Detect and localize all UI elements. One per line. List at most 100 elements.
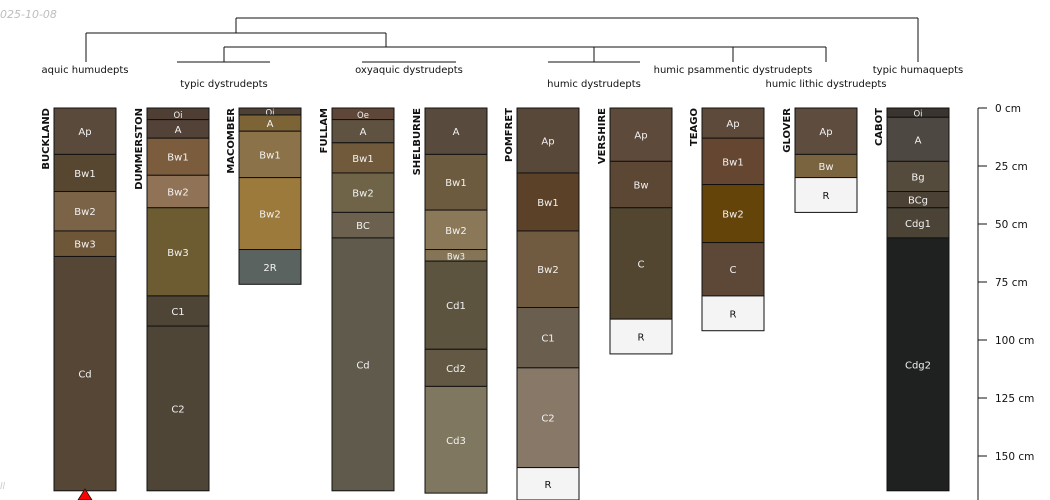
horizon-label: Bg [911, 172, 924, 183]
horizon-label: Bw2 [352, 189, 373, 200]
taxon-label: humic psammentic dystrudepts [654, 65, 813, 76]
horizon-label: Oi [173, 111, 182, 121]
horizon-bw3 [53, 230, 117, 257]
depth-tick-label: 50 cm [995, 219, 1028, 231]
horizon-label: R [545, 480, 552, 491]
profile-teago: Ap Bw1 Bw2 C R TEAGO [689, 107, 765, 332]
horizon-bw1 [238, 130, 302, 179]
horizon-cdg1 [886, 207, 950, 239]
horizon-label: Bw3 [167, 248, 188, 259]
horizon-r [516, 467, 580, 500]
horizon-ap [701, 107, 765, 139]
profile-name: CABOT [874, 108, 885, 146]
date-stamp: 025-10-08 [0, 8, 57, 21]
depth-tick-label: 25 cm [995, 161, 1028, 173]
horizon-label: Bw3 [74, 240, 95, 251]
horizon-label: Bw2 [167, 188, 188, 199]
horizon-label: Cd [356, 360, 369, 371]
horizon-label: Cd1 [446, 301, 466, 312]
depth-tick-label: 125 cm [995, 393, 1034, 405]
profile-name: BUCKLAND [41, 108, 52, 170]
horizon-c1 [146, 295, 210, 327]
horizon-r [609, 318, 673, 355]
horizon-label: R [730, 309, 737, 320]
horizon-label: Cd [78, 370, 91, 381]
horizon-label: BCg [908, 196, 928, 207]
horizon-label: Cdg1 [905, 219, 931, 230]
horizon-label: R [823, 191, 830, 202]
horizon-cd2 [424, 348, 488, 387]
horizon-label: A [267, 119, 274, 130]
profile-cabot: Oi A Bg BCg Cdg1 Cdg2 CABOT [874, 107, 950, 492]
horizon-label: A [360, 127, 367, 138]
taxon-label: typic dystrudepts [180, 79, 267, 90]
horizon-label: Cd2 [446, 364, 466, 375]
profile-name: DUMMERSTON [134, 108, 145, 190]
horizon-label: Bw1 [74, 169, 95, 180]
profile-name: POMFRET [504, 108, 515, 162]
horizon-cd [331, 237, 395, 492]
horizon-2r [238, 249, 302, 285]
horizon-label: Bw1 [722, 157, 743, 168]
corner-mark: ll [0, 482, 6, 492]
taxon-label: humic lithic dystrudepts [766, 79, 887, 90]
horizon-label: Oi [265, 108, 274, 118]
horizon-label: A [175, 125, 182, 136]
horizon-label: Bw3 [447, 252, 465, 262]
horizon-c2 [146, 325, 210, 492]
depth-tick-label: 75 cm [995, 277, 1028, 289]
horizon-label: Bw2 [445, 226, 466, 237]
horizon-label: Bw1 [259, 150, 280, 161]
horizon-a [886, 116, 950, 162]
horizon-label: C1 [171, 307, 184, 318]
horizon-label: C2 [541, 414, 554, 425]
horizon-ap [794, 107, 858, 155]
horizon-bw1 [53, 153, 117, 193]
horizon-bw [609, 160, 673, 209]
horizon-label: Bw2 [259, 210, 280, 221]
horizon-label: Ap [541, 136, 554, 147]
depth-axis: 0 cm 25 cm 50 cm 75 cm 100 cm 125 cm 150 cm [977, 103, 1034, 500]
horizon-c1 [516, 307, 580, 369]
horizon-cdg2 [886, 237, 950, 492]
horizon-bg [886, 160, 950, 193]
profile-name: SHELBURNE [412, 108, 423, 176]
horizon-label: Ap [726, 119, 739, 130]
horizon-label: Bw1 [445, 178, 466, 189]
taxon-label: aquic humudepts [41, 65, 128, 76]
horizon-label: Ap [634, 131, 647, 142]
depth-tick-label: 0 cm [995, 103, 1021, 115]
horizon-bw2 [424, 209, 488, 251]
horizon-bw1 [331, 142, 395, 174]
profile-dummerston: Oi A Bw1 Bw2 Bw3 C1 C2 DUMMERSTON [134, 107, 210, 492]
horizon-bw2 [701, 184, 765, 244]
profile-buckland: Ap Bw1 Bw2 Bw3 Cd BUCKLAND [41, 107, 117, 500]
profile-macomber: OiA Bw1 Bw2 2R MACOMBER [226, 107, 302, 285]
taxon-label: typic humaquepts [873, 65, 964, 76]
horizon-label: C1 [541, 334, 554, 345]
horizon-label: Bw1 [352, 154, 373, 165]
horizon-bw3 [146, 207, 210, 297]
taxon-label: humic dystrudepts [547, 79, 641, 90]
horizon-r [794, 177, 858, 213]
horizon-ap [516, 107, 580, 174]
horizon-ap [609, 107, 673, 162]
horizon-label: Bw2 [537, 265, 558, 276]
profile-name: GLOVER [782, 108, 793, 153]
horizon-label: C [730, 265, 737, 276]
horizon-label: Cd3 [446, 436, 466, 447]
horizon-label: Ap [819, 127, 832, 138]
horizon-cd3 [424, 385, 488, 494]
horizon-bw1 [516, 172, 580, 232]
horizon-label: Bw1 [167, 153, 188, 164]
horizon-label: Oi [913, 110, 922, 120]
profile-name: VERSHIRE [597, 108, 608, 164]
horizon-r [701, 295, 765, 332]
profile-pomfret: Ap Bw1 Bw2 C1 C2 R POMFRET [504, 107, 580, 500]
horizon-label: Oe [357, 111, 369, 121]
depth-tick-label: 150 cm [995, 451, 1034, 463]
horizon-label: A [915, 135, 922, 146]
profile-vershire: Ap Bw C R VERSHIRE [597, 107, 673, 355]
horizon-bw2 [146, 174, 210, 209]
